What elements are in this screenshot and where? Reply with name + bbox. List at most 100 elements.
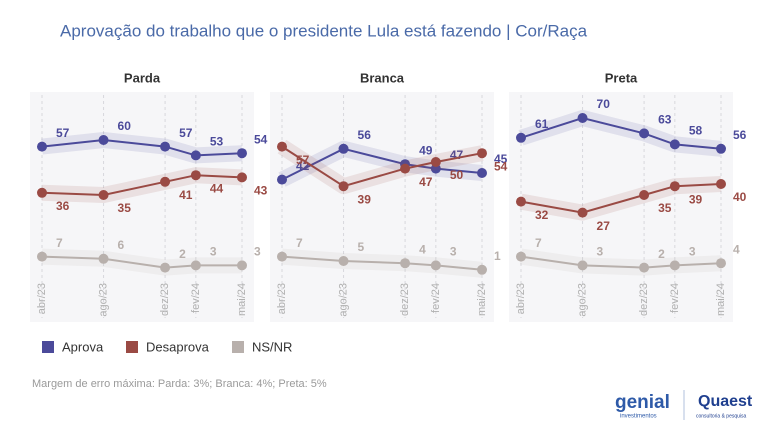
point xyxy=(430,260,441,271)
value-label: 39 xyxy=(358,192,372,206)
point xyxy=(400,163,411,174)
point xyxy=(477,264,487,275)
value-label: 35 xyxy=(118,201,132,215)
legend-swatch xyxy=(126,341,138,353)
point xyxy=(237,148,247,159)
point xyxy=(716,143,726,154)
note: Margem de erro máxima: Parda: 3%; Branca… xyxy=(32,378,327,390)
value-label: 39 xyxy=(689,192,703,206)
point xyxy=(400,258,411,269)
value-label: 56 xyxy=(733,128,747,142)
point xyxy=(716,179,726,189)
legend-label: Aprova xyxy=(62,339,104,354)
value-label: 3 xyxy=(689,245,696,259)
value-label: 54 xyxy=(494,159,508,173)
point xyxy=(669,181,680,192)
point xyxy=(716,258,726,269)
point xyxy=(516,196,526,207)
panel-bg xyxy=(270,92,494,322)
point xyxy=(639,262,650,273)
point xyxy=(639,128,650,139)
title: Aprovação do trabalho que o presidente L… xyxy=(60,21,588,40)
point xyxy=(190,150,201,161)
value-label: 1 xyxy=(494,249,501,263)
value-label: 57 xyxy=(179,126,193,140)
value-label: 54 xyxy=(254,132,268,146)
value-label: 57 xyxy=(56,126,70,140)
value-label: 6 xyxy=(118,238,125,252)
x-tick-label: fev/24 xyxy=(190,283,202,313)
value-label: 58 xyxy=(689,124,703,138)
value-label: 3 xyxy=(210,245,217,259)
value-label: 7 xyxy=(535,236,542,250)
point xyxy=(237,260,247,271)
point xyxy=(577,260,588,271)
value-label: 7 xyxy=(296,236,303,250)
value-label: 40 xyxy=(733,190,747,204)
value-label: 43 xyxy=(254,184,268,198)
value-label: 3 xyxy=(450,245,457,259)
logo-genial: genial xyxy=(615,392,670,413)
value-label: 60 xyxy=(118,119,132,133)
value-label: 27 xyxy=(597,219,611,233)
value-label: 3 xyxy=(254,245,261,259)
value-label: 45 xyxy=(494,152,508,166)
point xyxy=(160,141,171,152)
point xyxy=(669,260,680,271)
value-label: 4 xyxy=(733,242,740,256)
point xyxy=(277,174,287,185)
x-tick-label: mai/24 xyxy=(236,283,248,316)
point xyxy=(160,176,171,187)
legend-swatch xyxy=(232,341,244,353)
point xyxy=(338,256,349,266)
panel-title: Branca xyxy=(360,70,405,85)
point xyxy=(37,251,47,262)
point xyxy=(190,260,201,271)
value-label: 44 xyxy=(210,181,224,195)
point xyxy=(477,148,487,159)
x-tick-label: ago/23 xyxy=(576,283,588,317)
x-tick-label: abr/23 xyxy=(36,283,48,314)
x-tick-label: fev/24 xyxy=(430,283,442,313)
value-label: 63 xyxy=(658,113,672,127)
point xyxy=(639,190,650,200)
point xyxy=(516,132,526,143)
point xyxy=(430,157,441,167)
value-label: 36 xyxy=(56,199,70,213)
value-label: 56 xyxy=(358,128,372,142)
logo-quaest: Quaest xyxy=(698,393,753,410)
value-label: 53 xyxy=(210,135,224,149)
value-label: 49 xyxy=(419,143,433,157)
panel-title: Preta xyxy=(605,70,638,85)
point xyxy=(160,262,171,273)
point xyxy=(669,139,680,150)
value-label: 3 xyxy=(597,245,604,259)
x-tick-label: dez/23 xyxy=(399,283,411,316)
x-tick-label: dez/23 xyxy=(159,283,171,316)
point xyxy=(37,187,47,198)
x-tick-label: abr/23 xyxy=(515,283,527,314)
logo-quaest-sub: consultoria & pesquisa xyxy=(696,413,747,419)
legend-swatch xyxy=(42,341,54,353)
point xyxy=(98,253,109,264)
value-label: 7 xyxy=(56,236,63,250)
value-label: 2 xyxy=(658,247,665,261)
legend-label: Desaprova xyxy=(146,339,210,354)
point xyxy=(577,207,588,218)
value-label: 32 xyxy=(535,208,549,222)
x-tick-label: mai/24 xyxy=(476,283,488,316)
point xyxy=(37,141,47,152)
point xyxy=(577,113,588,123)
value-label: 4 xyxy=(419,242,426,256)
x-tick-label: ago/23 xyxy=(337,283,349,317)
value-label: 2 xyxy=(179,247,186,261)
point xyxy=(338,143,349,154)
value-label: 61 xyxy=(535,117,549,131)
point xyxy=(516,251,526,262)
panel-bg xyxy=(30,92,254,322)
value-label: 57 xyxy=(296,153,310,167)
point xyxy=(98,190,109,200)
value-label: 41 xyxy=(179,188,193,202)
value-label: 50 xyxy=(450,168,464,182)
